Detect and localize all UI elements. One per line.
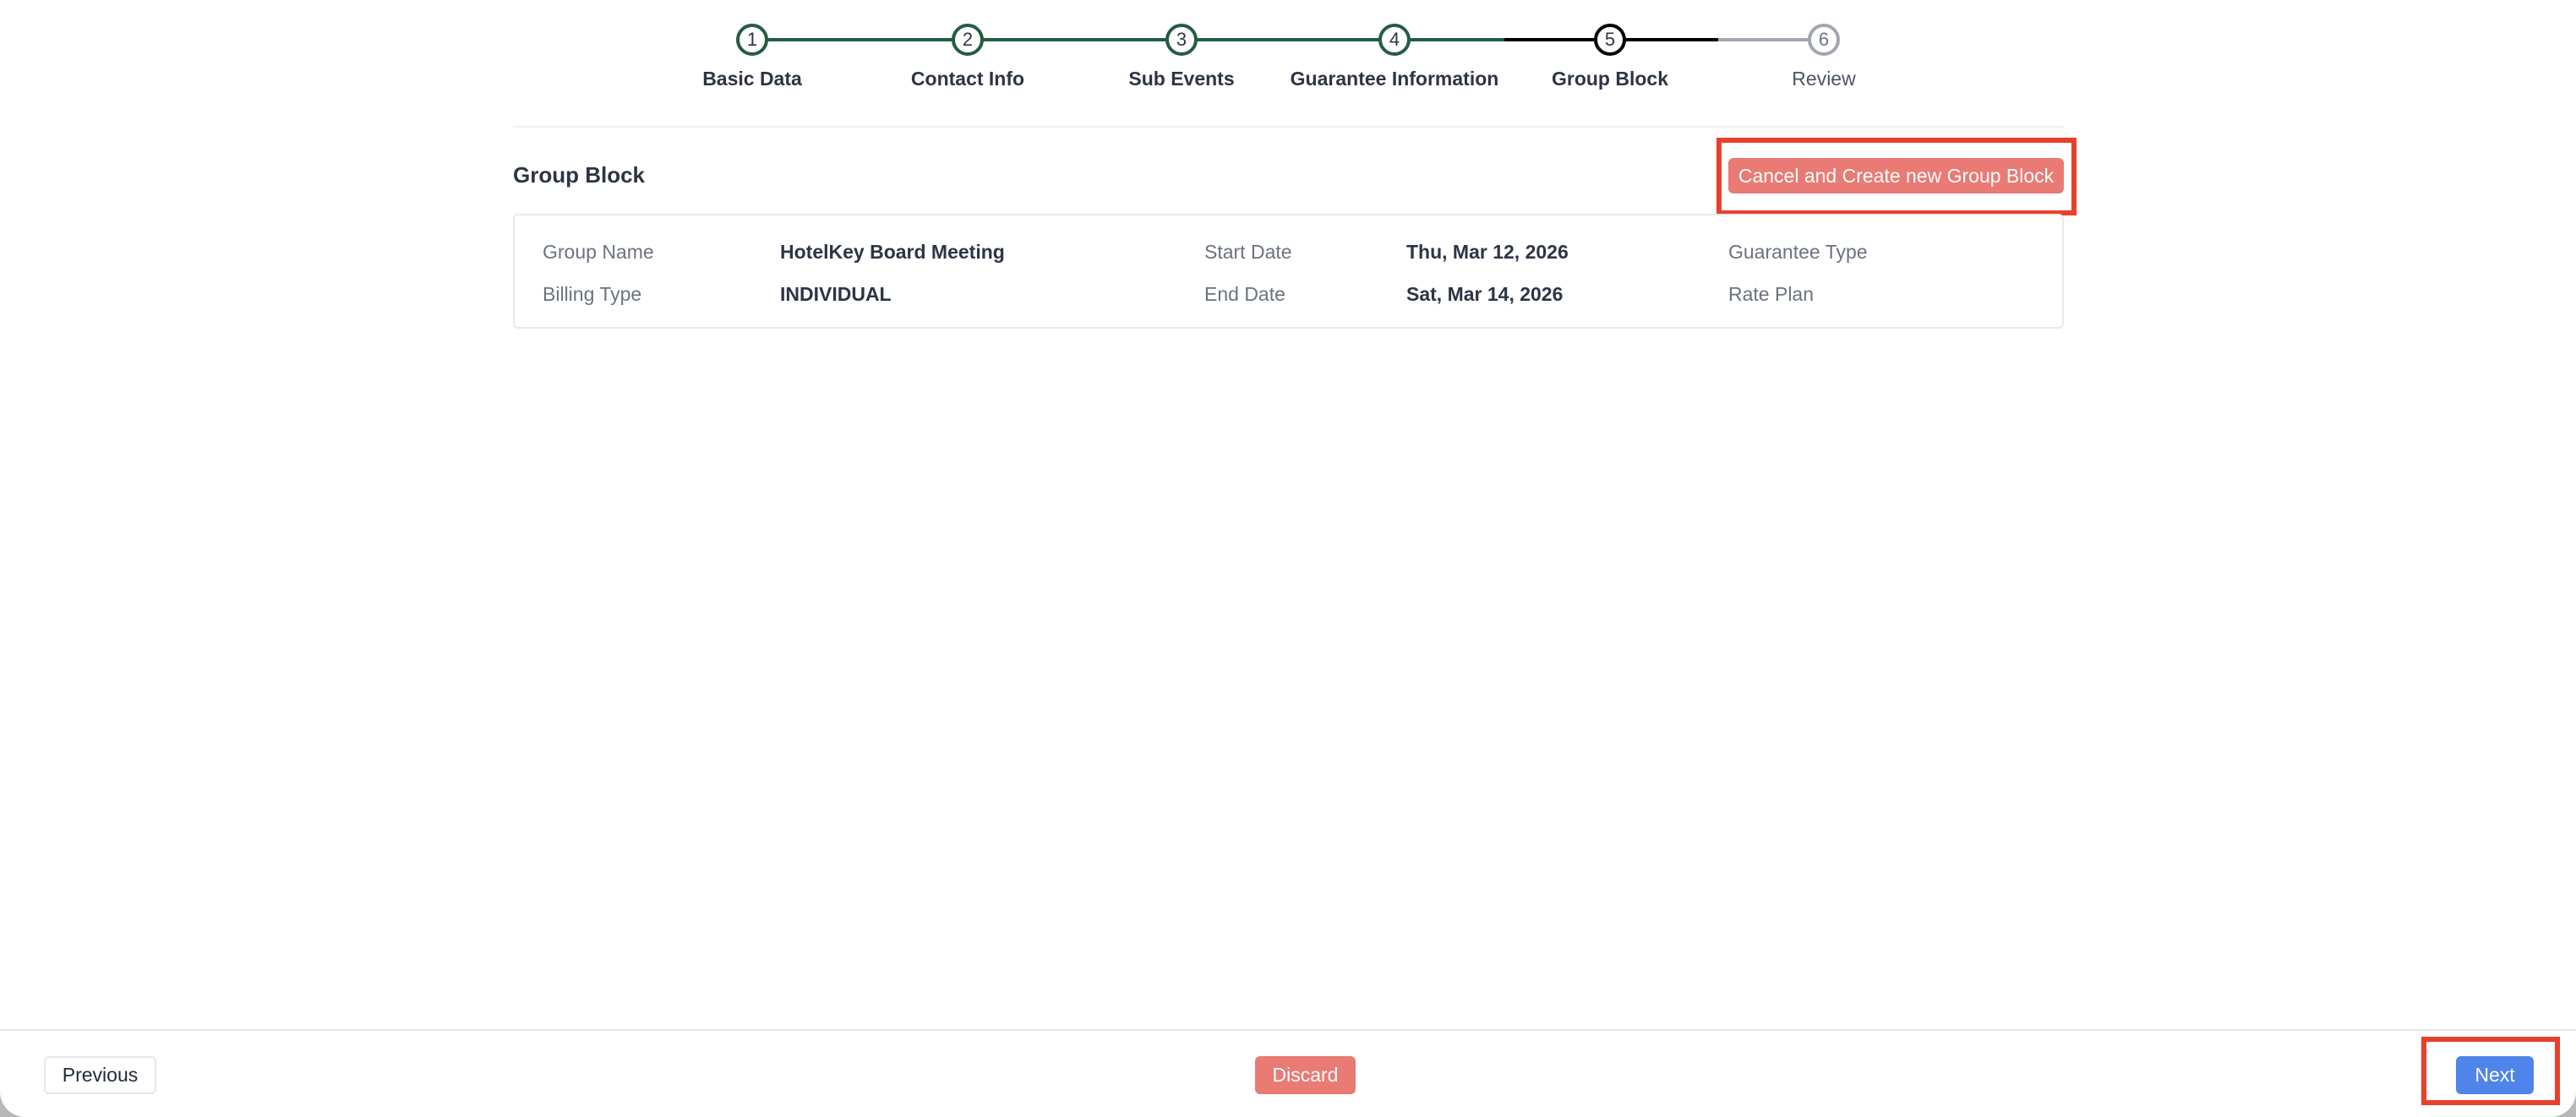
highlight-box [2421,1037,2560,1105]
step-5-label[interactable]: Group Block [1551,68,1669,90]
step-number: 2 [962,29,974,50]
previous-button[interactable]: Previous [44,1056,156,1094]
cancel-and-create-group-block-button[interactable]: Cancel and Create new Group Block [1728,158,2064,193]
rate-plan-label: Rate Plan [1728,283,1815,305]
billing-type-value: INDIVIDUAL [780,283,892,305]
divider [513,126,2064,128]
step-6-label[interactable]: Review [1792,68,1856,90]
discard-button[interactable]: Discard [1255,1056,1356,1094]
section-title: Group Block [513,162,646,188]
step-2-label[interactable]: Contact Info [910,68,1025,90]
step-number: 3 [1176,29,1187,50]
step-1-circle[interactable]: 1 [736,24,768,56]
step-3-circle[interactable]: 3 [1165,24,1198,56]
guarantee-type-label: Guarantee Type [1728,241,1868,263]
footer-divider [0,1029,2576,1031]
group-name-label: Group Name [543,241,654,263]
step-number: 6 [1818,29,1830,50]
billing-type-label: Billing Type [543,283,642,305]
start-date-value: Thu, Mar 12, 2026 [1406,241,1569,263]
group-name-value: HotelKey Board Meeting [780,241,1005,263]
stepper-upcoming-line [1718,38,1824,41]
step-5-circle[interactable]: 5 [1594,24,1626,56]
step-6-circle[interactable]: 6 [1808,24,1840,56]
group-block-details-card: Group Name HotelKey Board Meeting Start … [513,214,2064,329]
step-1-label[interactable]: Basic Data [702,68,802,90]
step-number: 5 [1604,29,1616,50]
end-date-label: End Date [1204,283,1285,305]
step-4-label[interactable]: Guarantee Information [1290,68,1499,90]
step-4-circle[interactable]: 4 [1378,24,1411,56]
step-number: 1 [746,29,758,50]
step-number: 4 [1389,29,1400,50]
highlight-box [1716,138,2077,215]
next-button[interactable]: Next [2456,1056,2534,1094]
start-date-label: Start Date [1204,241,1292,263]
step-2-circle[interactable]: 2 [952,24,984,56]
step-3-label[interactable]: Sub Events [1128,68,1235,90]
end-date-value: Sat, Mar 14, 2026 [1406,283,1564,305]
